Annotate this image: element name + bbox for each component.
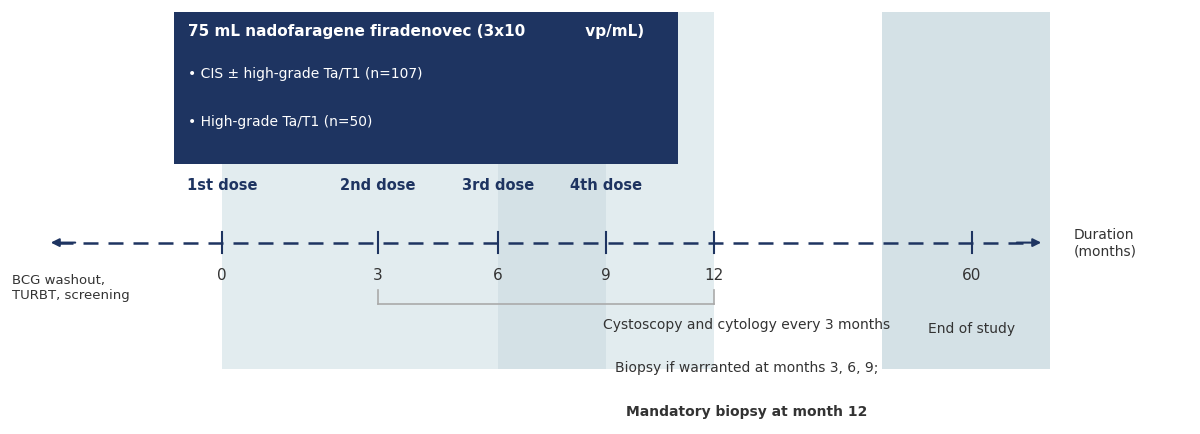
Text: Biopsy if warranted at months 3, 6, 9;: Biopsy if warranted at months 3, 6, 9; — [616, 360, 878, 374]
Bar — [378, 13, 498, 369]
Text: 9: 9 — [601, 267, 611, 282]
Text: 0: 0 — [217, 267, 227, 282]
Text: 3rd dose: 3rd dose — [462, 178, 534, 193]
Bar — [174, 13, 678, 165]
Text: 4th dose: 4th dose — [570, 178, 642, 193]
Text: End of study: End of study — [929, 321, 1015, 335]
Bar — [378, 13, 714, 369]
Text: Mandatory biopsy at month 12: Mandatory biopsy at month 12 — [626, 404, 868, 418]
Text: 11: 11 — [558, 4, 572, 14]
Bar — [882, 13, 1050, 369]
Text: 1st dose: 1st dose — [187, 178, 257, 193]
Text: Cystoscopy and cytology every 3 months: Cystoscopy and cytology every 3 months — [604, 317, 890, 331]
Text: • High-grade Ta/T1 (n=50): • High-grade Ta/T1 (n=50) — [188, 115, 373, 129]
Text: 2nd dose: 2nd dose — [341, 178, 415, 193]
Text: • CIS ± high-grade Ta/T1 (n=107): • CIS ± high-grade Ta/T1 (n=107) — [188, 67, 422, 81]
Bar — [222, 13, 378, 369]
Text: 6: 6 — [493, 267, 503, 282]
Text: 75 mL nadofaragene firadenovec (3x10: 75 mL nadofaragene firadenovec (3x10 — [188, 24, 526, 39]
Bar — [606, 13, 714, 369]
Text: 12: 12 — [704, 267, 724, 282]
Text: 60: 60 — [962, 267, 982, 282]
Text: vp/mL): vp/mL) — [580, 24, 643, 39]
Text: BCG washout,
TURBT, screening: BCG washout, TURBT, screening — [12, 273, 130, 301]
Text: 3: 3 — [373, 267, 383, 282]
Text: Duration
(months): Duration (months) — [1074, 228, 1138, 258]
